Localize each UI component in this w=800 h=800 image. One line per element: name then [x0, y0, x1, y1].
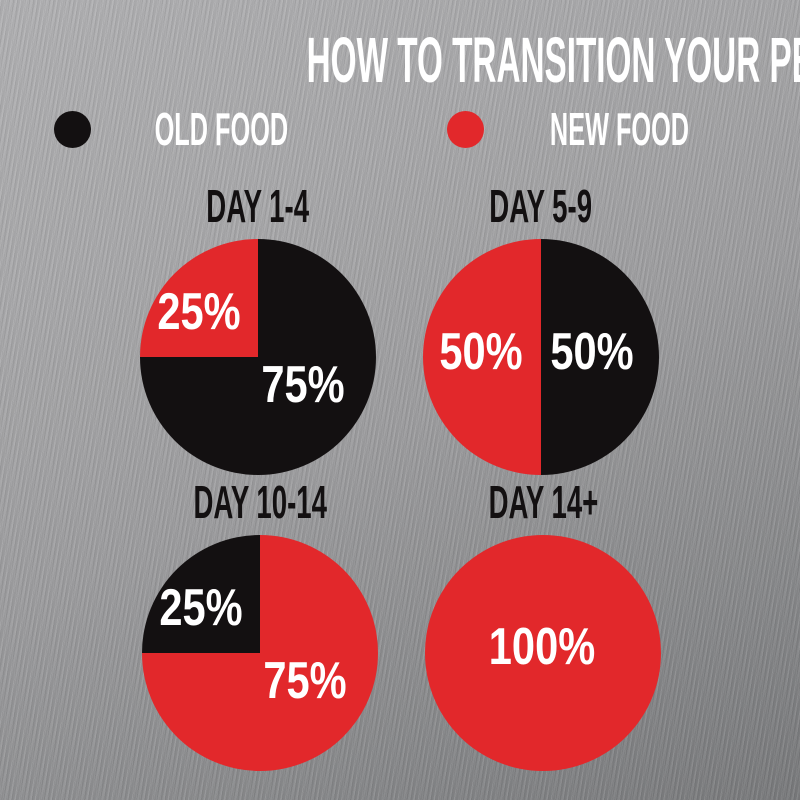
- day-5-9-heading-text: DAY 5-9: [489, 180, 593, 232]
- day-1-4-pie-chart: 25% 75%: [140, 239, 376, 475]
- old-food-legend-label: OLD FOOD: [100, 106, 343, 152]
- old-food-legend-label-text: OLD FOOD: [154, 103, 289, 155]
- day-1-4-heading: DAY 1-4: [138, 183, 378, 229]
- day-1-4-heading-text: DAY 1-4: [206, 180, 310, 232]
- old-food-swatch-icon: [54, 110, 92, 148]
- day-5-9-new-food-percent-label: 50%: [429, 326, 533, 378]
- old-food-slice: [541, 239, 659, 475]
- day-1-4-old-food-percent-label: 75%: [251, 359, 355, 411]
- new-food-slice: [425, 535, 661, 771]
- day-1-4-old-food-percent-text: 75%: [261, 356, 345, 415]
- day-14-plus-heading-text: DAY 14+: [488, 476, 598, 528]
- day-1-4-new-food-percent-label: 25%: [147, 286, 251, 338]
- day-5-9-panel: DAY 5-9 50% 50%: [421, 183, 661, 475]
- day-14-plus-new-food-percent-text: 100%: [488, 618, 596, 677]
- new-food-legend-label: NEW FOOD: [493, 106, 746, 152]
- new-food-swatch-icon: [446, 110, 484, 148]
- day-14-plus-panel: DAY 14+ 100%: [423, 479, 663, 771]
- day-5-9-pie-chart: 50% 50%: [423, 239, 659, 475]
- day-1-4-panel: DAY 1-4 25% 75%: [138, 183, 378, 475]
- day-10-14-new-food-percent-label: 75%: [253, 655, 357, 707]
- page-title: HOW TO TRANSITION YOUR PET’S FOOD: [0, 28, 800, 92]
- day-10-14-new-food-percent-text: 75%: [263, 652, 347, 711]
- day-14-plus-heading: DAY 14+: [423, 479, 663, 525]
- day-5-9-heading: DAY 5-9: [421, 183, 661, 229]
- day-14-plus-pie-chart: 100%: [425, 535, 661, 771]
- day-5-9-old-food-percent-label: 50%: [540, 326, 644, 378]
- day-14-plus-new-food-percent-label: 100%: [475, 621, 608, 673]
- new-food-slice: [140, 239, 258, 357]
- legend-item-old-food: OLD FOOD: [54, 106, 343, 152]
- page-title-text: HOW TO TRANSITION YOUR PET’S FOOD: [306, 24, 800, 96]
- day-10-14-panel: DAY 10-14 25% 75%: [140, 479, 380, 771]
- day-10-14-heading-text: DAY 10-14: [193, 476, 327, 528]
- day-5-9-new-food-percent-text: 50%: [439, 323, 523, 382]
- day-5-9-old-food-percent-text: 50%: [550, 323, 634, 382]
- new-food-legend-label-text: NEW FOOD: [549, 103, 689, 155]
- legend-item-new-food: NEW FOOD: [446, 106, 746, 152]
- day-10-14-old-food-percent-text: 25%: [159, 579, 243, 638]
- day-10-14-heading: DAY 10-14: [140, 479, 380, 525]
- old-food-slice: [142, 535, 260, 653]
- legend: OLD FOOD NEW FOOD: [0, 104, 800, 154]
- day-10-14-old-food-percent-label: 25%: [149, 582, 253, 634]
- day-1-4-new-food-percent-text: 25%: [157, 283, 241, 342]
- new-food-slice: [423, 239, 541, 475]
- day-10-14-pie-chart: 25% 75%: [142, 535, 378, 771]
